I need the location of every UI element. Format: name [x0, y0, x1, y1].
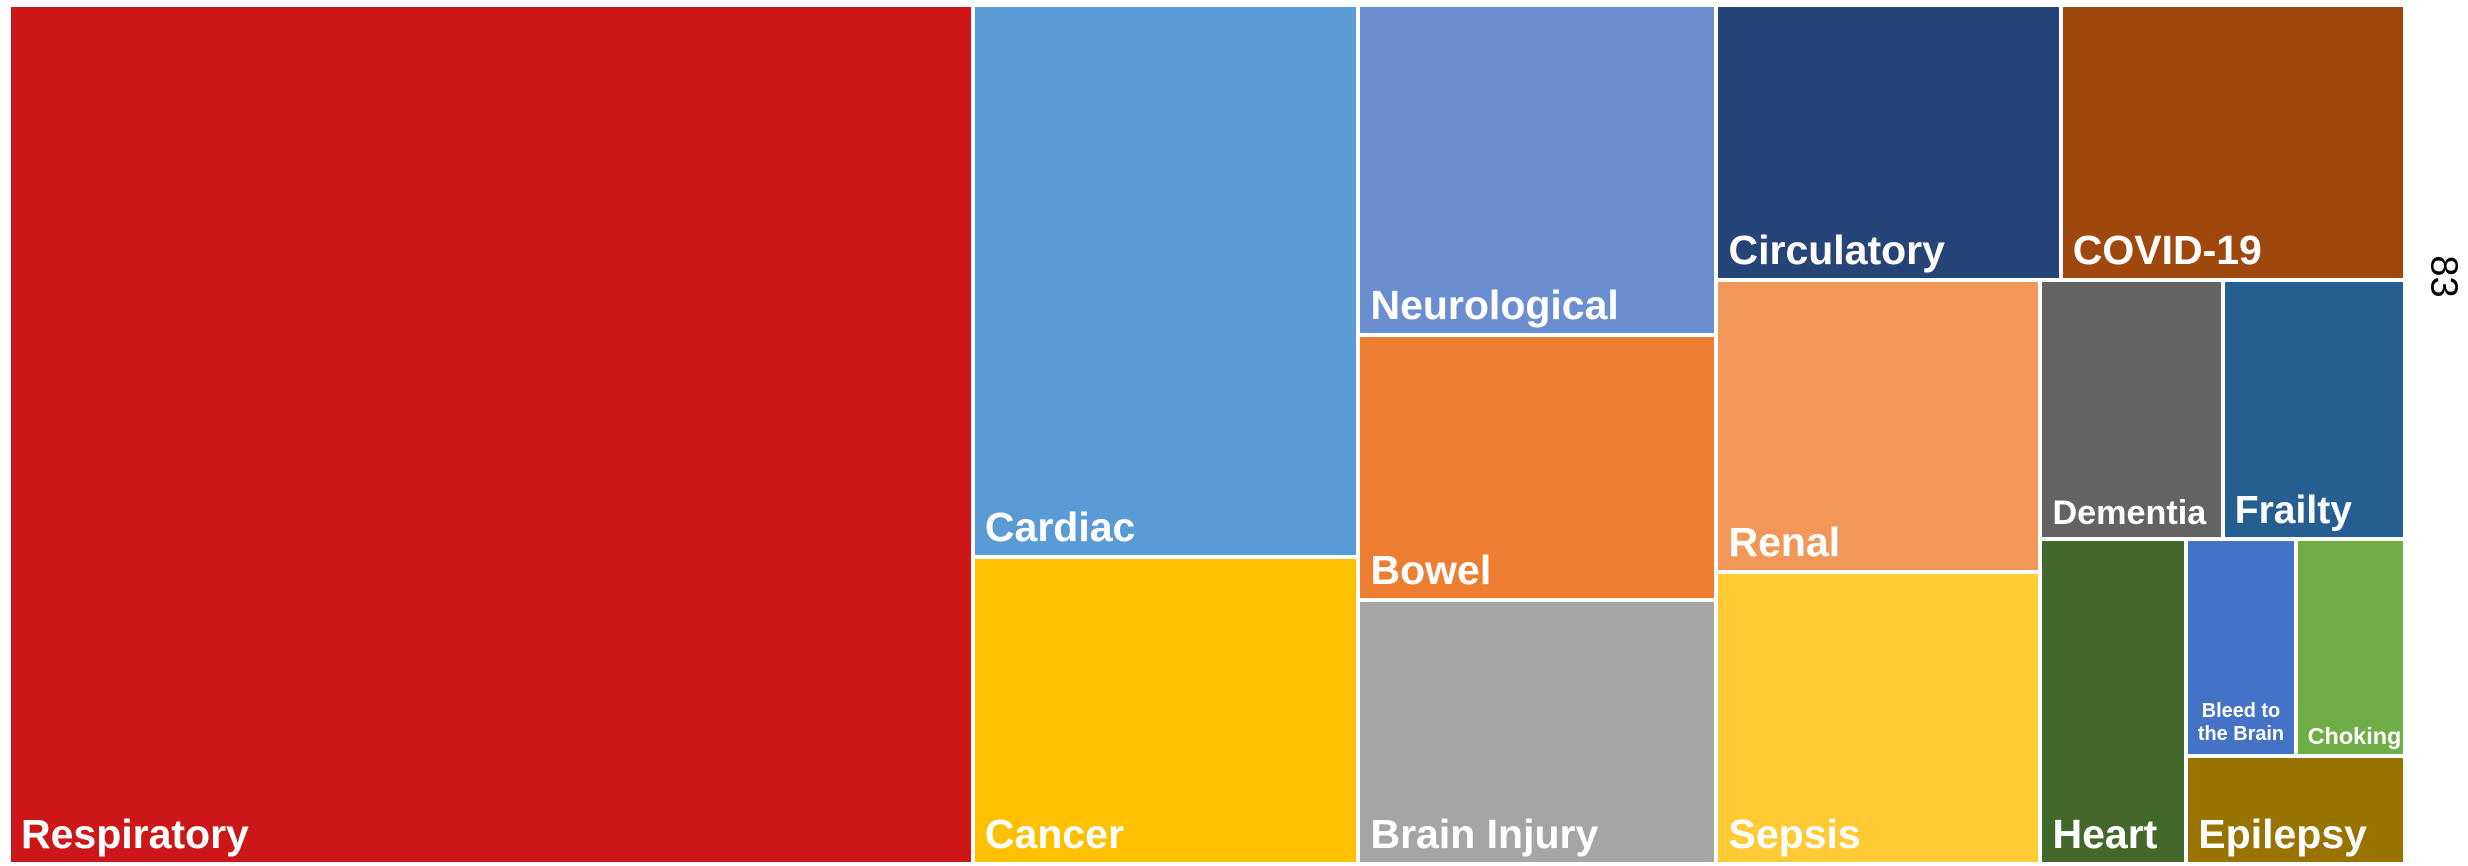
- treemap-cell: Choking: [2295, 539, 2405, 756]
- treemap-cell: Bleed to the Brain: [2186, 539, 2296, 756]
- treemap-cell: Brain Injury: [1358, 599, 1717, 864]
- treemap-cell: Bowel: [1358, 335, 1717, 600]
- cell-label: Heart: [2052, 810, 2158, 857]
- treemap-cell: Circulatory: [1716, 5, 2061, 280]
- treemap-cell: Renal: [1716, 279, 2041, 572]
- cell-label: Bleed to the Brain: [2197, 700, 2285, 745]
- cell-label: Epilepsy: [2198, 810, 2367, 857]
- side-label: 83: [2422, 255, 2465, 298]
- cell-label: Bowel: [1370, 546, 1492, 593]
- cell-label: Dementia: [2052, 494, 2207, 533]
- treemap: Respiratory Cardiac Cancer Neurological Bowe…: [9, 5, 2405, 864]
- cell-label: Respiratory: [21, 810, 249, 857]
- treemap-cell: Frailty: [2222, 279, 2405, 540]
- treemap-cell: Epilepsy: [2186, 755, 2405, 864]
- cell-label: Brain Injury: [1370, 810, 1599, 857]
- cell-label: Cancer: [984, 810, 1124, 857]
- cell-label: Renal: [1728, 518, 1841, 565]
- cell-label: Cardiac: [984, 504, 1136, 551]
- cell-label: Neurological: [1370, 282, 1619, 329]
- cell-label: Frailty: [2234, 488, 2352, 532]
- cell-label: Sepsis: [1728, 810, 1861, 857]
- cell-label: COVID-19: [2072, 226, 2262, 273]
- cell-label: Circulatory: [1728, 226, 1945, 273]
- treemap-cell: Heart: [2040, 539, 2187, 864]
- treemap-cell: Respiratory: [9, 5, 973, 864]
- treemap-cell: Cancer: [972, 557, 1359, 864]
- treemap-cell: Dementia: [2040, 279, 2223, 540]
- treemap-cell: COVID-19: [2060, 5, 2405, 280]
- cell-label: Choking: [2307, 722, 2402, 749]
- treemap-cell: Sepsis: [1716, 571, 2041, 864]
- treemap-cell: Cardiac: [972, 5, 1359, 558]
- treemap-cell: Neurological: [1358, 5, 1717, 336]
